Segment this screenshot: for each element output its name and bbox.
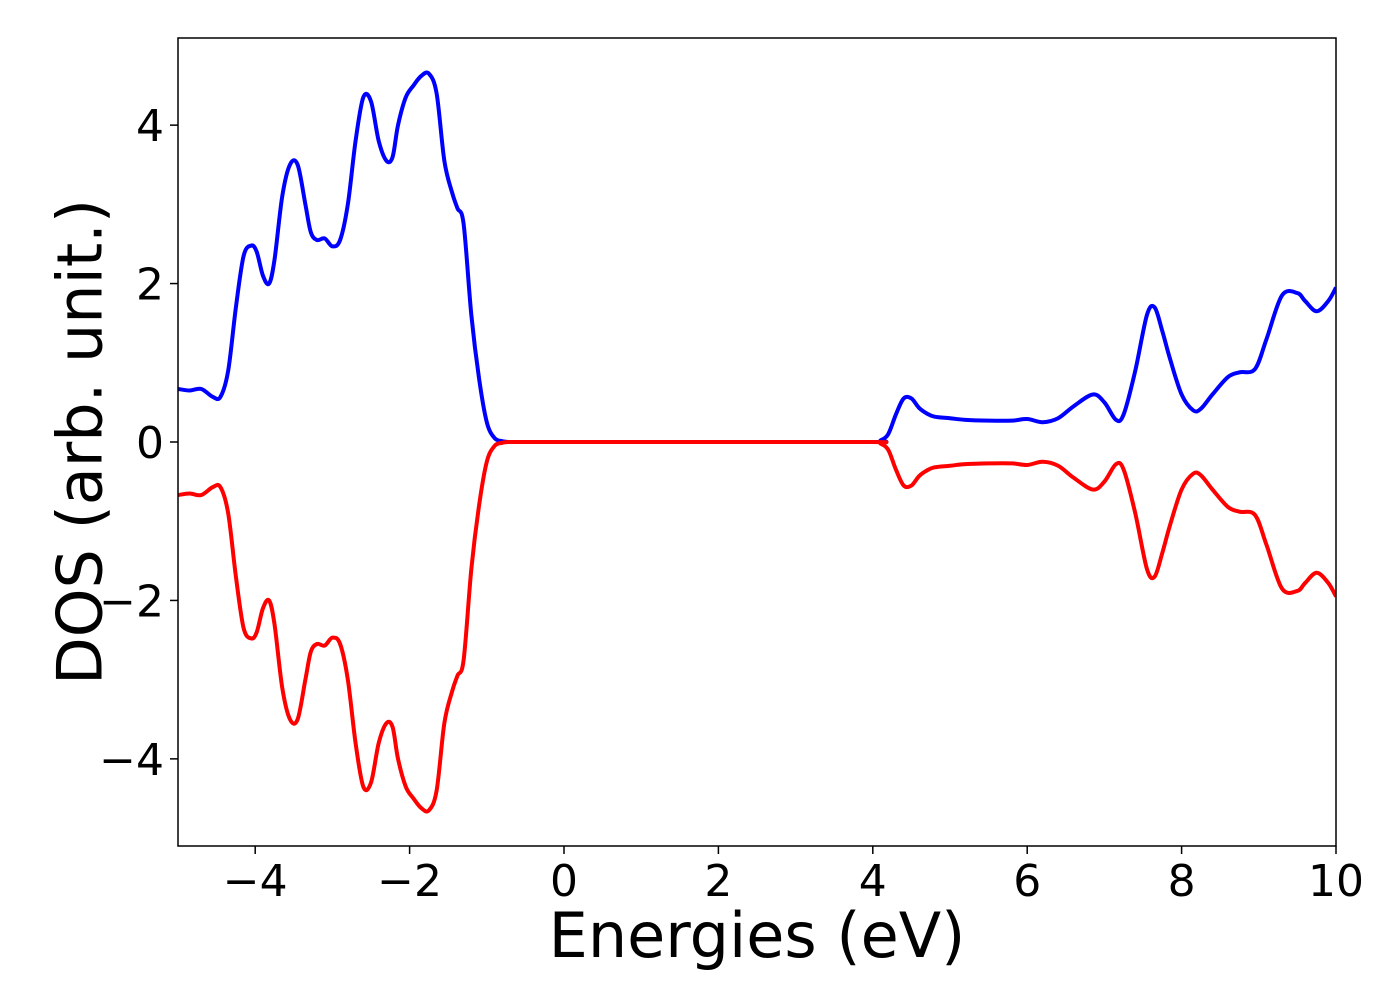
y-axis-label: DOS (arb. unit.) — [44, 199, 117, 685]
x-axis-label: Energies (eV) — [549, 899, 966, 972]
x-tick-label: 6 — [1013, 856, 1041, 907]
x-tick-label: 2 — [704, 856, 732, 907]
plot-area — [177, 37, 1337, 847]
series-layer — [178, 70, 1336, 814]
x-tick-label: 4 — [859, 856, 887, 907]
y-tick-label: −4 — [99, 735, 164, 786]
x-tick-label: 0 — [550, 856, 578, 907]
x-axis-ticks: −4 −2 0 2 4 6 8 10 — [223, 846, 1364, 907]
x-tick-label: −4 — [223, 856, 288, 907]
x-tick-label: −2 — [377, 856, 442, 907]
series-line-up — [178, 70, 1336, 445]
x-tick-label: 8 — [1168, 856, 1196, 907]
series-line-down — [178, 439, 1336, 814]
x-tick-label: 10 — [1308, 856, 1364, 907]
y-tick-label: −2 — [99, 576, 164, 627]
y-tick-label: 2 — [136, 260, 164, 311]
y-tick-label: 4 — [136, 101, 164, 152]
y-axis-ticks: −4 −2 0 2 4 — [99, 101, 178, 786]
y-tick-label: 0 — [136, 418, 164, 469]
